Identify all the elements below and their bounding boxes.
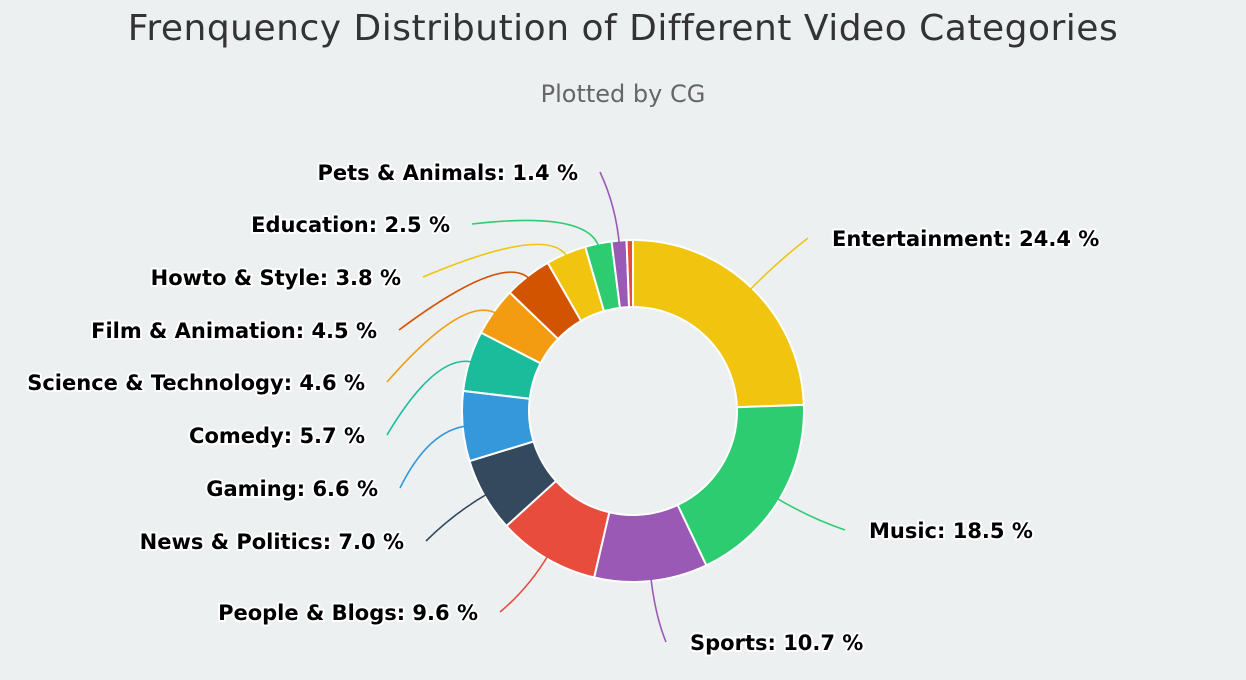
chart-subtitle: Plotted by CG (540, 80, 706, 108)
data-label-music: Music: 18.5 % (869, 519, 1033, 543)
connector-pets-animals (599, 171, 621, 247)
data-label-entertainment: Entertainment: 24.4 % (832, 227, 1099, 251)
connector-education (471, 219, 601, 250)
connector-gaming (399, 424, 469, 489)
labels-layer: Entertainment: 24.4 % Music: 18.5 % Sports… (25, 159, 1101, 657)
slice-other[interactable] (625, 238, 634, 309)
data-label-comedy: Comedy: 5.7 % (189, 424, 365, 448)
data-label-news-politics: News & Politics: 7.0 % (140, 530, 404, 554)
data-label-howto-style: Howto & Style: 3.8 % (151, 266, 401, 290)
connector-music (773, 495, 846, 531)
connector-entertainment (746, 237, 809, 293)
data-label-gaming: Gaming: 6.6 % (206, 477, 378, 501)
connector-science-technology (386, 309, 500, 383)
chart-title: Frenquency Distribution of Different Vid… (127, 8, 1119, 49)
connectors-layer (386, 171, 846, 643)
connector-film-animation (398, 271, 533, 331)
slices-layer (461, 238, 805, 583)
data-label-sports: Sports: 10.7 % (690, 631, 863, 655)
data-label-science-technology: Science & Technology: 4.6 % (27, 371, 365, 395)
slice-music[interactable] (676, 403, 805, 567)
data-label-education: Education: 2.5 % (251, 213, 450, 237)
connector-sports (649, 574, 667, 643)
slice-entertainment[interactable] (632, 238, 805, 409)
connector-news-politics (425, 491, 490, 542)
data-label-people-blogs: People & Blogs: 9.6 % (218, 601, 478, 625)
data-label-film-animation: Film & Animation: 4.5 % (91, 319, 377, 343)
connector-comedy (386, 360, 476, 436)
data-label-pets-animals: Pets & Animals: 1.4 % (317, 161, 578, 185)
connector-howto-style (422, 243, 570, 278)
connector-people-blogs (499, 552, 551, 613)
